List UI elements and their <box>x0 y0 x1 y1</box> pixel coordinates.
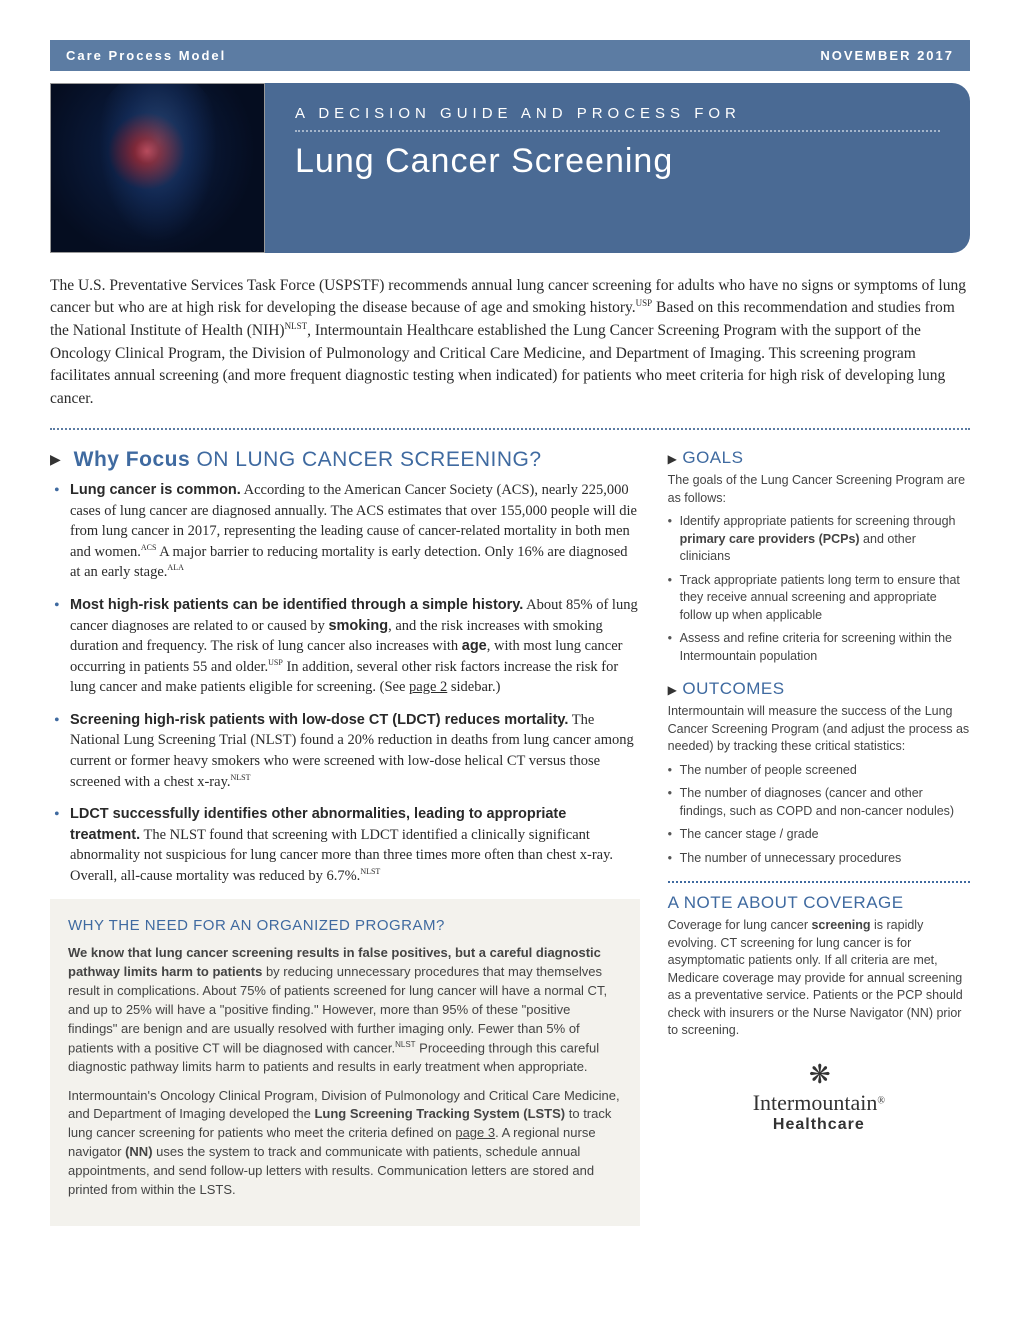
outcomes-item: The number of unnecessary procedures <box>668 850 970 868</box>
outcomes-intro: Intermountain will measure the success o… <box>668 703 970 756</box>
why-focus-item: Screening high-risk patients with low-do… <box>54 710 640 792</box>
outcomes-item: The cancer stage / grade <box>668 826 970 844</box>
program-box-p1: We know that lung cancer screening resul… <box>68 944 622 1076</box>
hero-kicker: A DECISION GUIDE AND PROCESS FOR <box>295 105 940 132</box>
side-column: GOALS The goals of the Lung Cancer Scree… <box>668 448 970 1225</box>
logo: ❋ Intermountain® Healthcare <box>668 1060 970 1134</box>
intro-paragraph: The U.S. Preventative Services Task Forc… <box>50 275 970 410</box>
coverage-heading: A NOTE ABOUT COVERAGE <box>668 893 970 913</box>
logo-name: Intermountain® <box>668 1090 970 1116</box>
goals-list: Identify appropriate patients for screen… <box>668 513 970 665</box>
outcomes-item: The number of diagnoses (cancer and othe… <box>668 785 970 820</box>
goals-item: Assess and refine criteria for screening… <box>668 630 970 665</box>
hero-image <box>50 83 265 253</box>
hero-title: Lung Cancer Screening <box>295 142 940 181</box>
top-bar: Care Process Model NOVEMBER 2017 <box>50 40 970 71</box>
top-bar-right: NOVEMBER 2017 <box>820 48 954 63</box>
side-divider <box>668 881 970 883</box>
hero: A DECISION GUIDE AND PROCESS FOR Lung Ca… <box>50 83 970 253</box>
why-focus-rest: ON LUNG CANCER SCREENING? <box>190 448 541 471</box>
document-page: Care Process Model NOVEMBER 2017 A DECIS… <box>0 0 1020 1266</box>
program-box-p2: Intermountain's Oncology Clinical Progra… <box>68 1087 622 1200</box>
goals-heading: GOALS <box>668 448 970 468</box>
hero-banner: A DECISION GUIDE AND PROCESS FOR Lung Ca… <box>265 83 970 253</box>
goals-item: Identify appropriate patients for screen… <box>668 513 970 566</box>
logo-sub: Healthcare <box>668 1116 970 1134</box>
why-focus-item: LDCT successfully identifies other abnor… <box>54 804 640 886</box>
outcomes-heading: OUTCOMES <box>668 679 970 699</box>
why-focus-item: Lung cancer is common. According to the … <box>54 480 640 583</box>
program-box-heading: WHY THE NEED FOR AN ORGANIZED PROGRAM? <box>68 915 622 937</box>
main-column: Why Focus ON LUNG CANCER SCREENING? Lung… <box>50 448 640 1225</box>
why-focus-bold: Why Focus <box>74 448 191 471</box>
outcomes-item: The number of people screened <box>668 762 970 780</box>
goals-intro: The goals of the Lung Cancer Screening P… <box>668 472 970 507</box>
columns: Why Focus ON LUNG CANCER SCREENING? Lung… <box>50 448 970 1225</box>
why-focus-item: Most high-risk patients can be identifie… <box>54 595 640 698</box>
logo-mark-icon: ❋ <box>668 1060 970 1090</box>
top-bar-left: Care Process Model <box>66 48 226 63</box>
outcomes-list: The number of people screened The number… <box>668 762 970 868</box>
goals-item: Track appropriate patients long term to … <box>668 572 970 625</box>
why-focus-heading: Why Focus ON LUNG CANCER SCREENING? <box>50 448 640 472</box>
why-focus-list: Lung cancer is common. According to the … <box>50 480 640 886</box>
divider <box>50 428 970 430</box>
coverage-body: Coverage for lung cancer screening is ra… <box>668 917 970 1040</box>
program-box: WHY THE NEED FOR AN ORGANIZED PROGRAM? W… <box>50 899 640 1226</box>
